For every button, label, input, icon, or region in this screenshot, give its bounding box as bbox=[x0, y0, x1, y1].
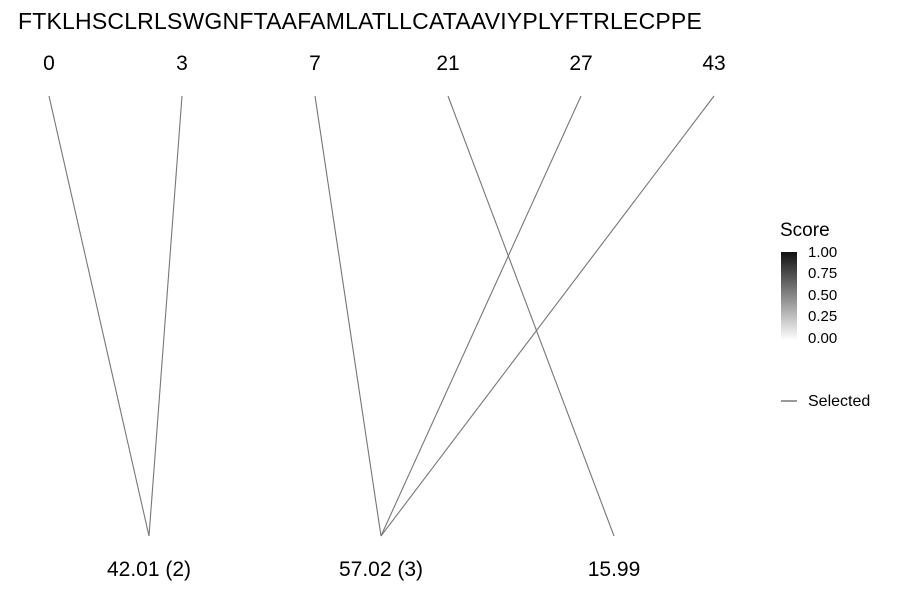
bottom-label: 42.01 (2) bbox=[106, 558, 192, 581]
link-line bbox=[380, 95, 715, 537]
top-label: 7 bbox=[309, 52, 321, 75]
top-label: 3 bbox=[176, 52, 188, 75]
score-colorbar bbox=[781, 252, 797, 340]
link-line bbox=[380, 95, 582, 537]
bottom-label: 57.02 (3) bbox=[338, 558, 424, 581]
legend-tick: 0.25 bbox=[808, 308, 838, 325]
legend-tick: 1.00 bbox=[808, 244, 838, 261]
sequence-text: FTKLHSCLRLSWGNFTAAFAMLATLLCATAAVIYPLYFTR… bbox=[18, 8, 703, 34]
link-lines bbox=[48, 95, 715, 537]
legend-tick: 0.50 bbox=[808, 287, 838, 304]
legend-tick: 0.75 bbox=[808, 265, 838, 282]
link-line bbox=[447, 95, 615, 537]
link-line bbox=[314, 95, 382, 537]
link-line bbox=[148, 95, 183, 537]
link-line bbox=[48, 95, 150, 537]
legend-title: Score bbox=[780, 220, 830, 241]
bottom-label: 15.99 bbox=[587, 558, 641, 581]
legend-selected-label: Selected bbox=[808, 393, 871, 410]
top-label: 21 bbox=[436, 52, 460, 75]
legend-tick: 0.00 bbox=[808, 330, 838, 347]
top-label: 27 bbox=[569, 52, 593, 75]
top-label: 43 bbox=[702, 52, 726, 75]
top-label: 0 bbox=[43, 52, 55, 75]
